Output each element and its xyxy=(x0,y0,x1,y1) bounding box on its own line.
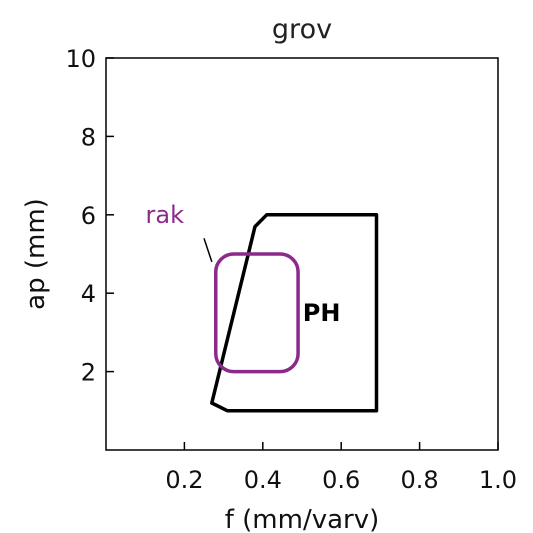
region-rak-label: rak xyxy=(146,201,185,229)
region-ph xyxy=(210,213,379,413)
x-tick-label: 0.8 xyxy=(401,466,439,494)
x-tick-label: 0.6 xyxy=(322,466,360,494)
region-rak-callout xyxy=(203,238,213,263)
x-tick-label: 0.2 xyxy=(165,466,203,494)
y-ticks: 2 4 6 8 10 xyxy=(65,45,114,387)
regions: PH rak xyxy=(146,201,379,413)
y-tick-label: 10 xyxy=(65,45,96,73)
y-tick-label: 8 xyxy=(81,123,96,151)
plot-frame xyxy=(105,57,499,451)
y-axis-label: ap (mm) xyxy=(21,198,51,310)
x-ticks: 0.2 0.4 0.6 0.8 1.0 xyxy=(165,442,517,494)
chart-title: grov xyxy=(272,14,332,45)
y-tick-label: 2 xyxy=(81,359,96,387)
x-axis-label: f (mm/varv) xyxy=(225,505,380,533)
x-tick-label: 0.4 xyxy=(244,466,282,494)
y-tick-label: 4 xyxy=(81,280,96,308)
region-rak xyxy=(214,252,300,374)
region-ph-label: PH xyxy=(303,299,341,327)
y-tick-label: 6 xyxy=(81,202,96,230)
x-tick-label: 1.0 xyxy=(479,466,517,494)
